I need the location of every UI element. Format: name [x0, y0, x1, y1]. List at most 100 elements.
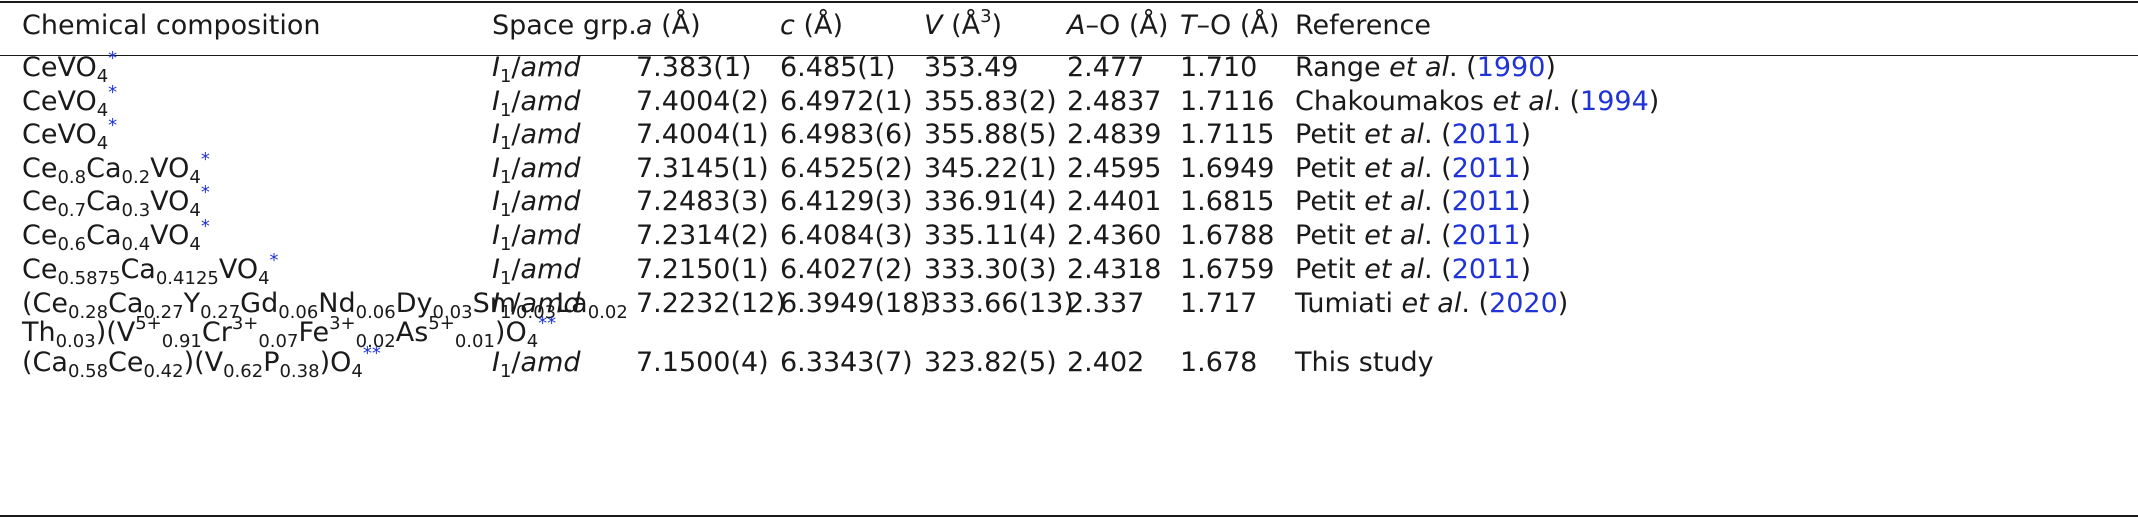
reference-year-link[interactable]: 2011 — [1451, 186, 1521, 217]
reference-punct: . ( — [1424, 220, 1452, 251]
formula-text: Ce — [22, 254, 58, 285]
c-cell: 6.4972(1) — [780, 86, 913, 118]
space-group-symbol: I — [492, 86, 500, 117]
ao-cell: 2.4837 — [1067, 86, 1161, 118]
space-group-subscript: 1 — [499, 200, 512, 221]
footnote-marker: ** — [538, 313, 557, 334]
reference-etal: et al — [1389, 52, 1449, 83]
a-value: 7.4004(1) — [636, 119, 769, 150]
reference-close: ) — [1520, 254, 1531, 285]
c-value: 6.485(1) — [780, 52, 896, 83]
c-value: 6.3949(18) — [780, 288, 930, 319]
volume-cell: 345.22(1) — [924, 153, 1057, 185]
formula-subscript: 4 — [526, 331, 539, 352]
footnote-marker: * — [108, 115, 118, 136]
volume-value: 353.49 — [924, 52, 1019, 83]
formula-subscript: 0.03 — [432, 302, 473, 323]
formula-subscript: 4 — [258, 268, 270, 289]
reference-year-link[interactable]: 2011 — [1451, 119, 1521, 150]
to-cell: 1.7115 — [1180, 119, 1274, 151]
formula-text: As — [395, 317, 429, 348]
space-group-symbol: I — [492, 119, 500, 150]
header-v-exponent: 3 — [980, 6, 992, 27]
reference-author: Petit — [1295, 186, 1365, 217]
volume-cell: 355.83(2) — [924, 86, 1057, 118]
c-cell: 6.4129(3) — [780, 186, 913, 218]
header-ao-rest: –O (Å) — [1085, 10, 1169, 41]
space-group-subscript: 1 — [499, 133, 512, 154]
to-value: 1.678 — [1180, 347, 1258, 378]
formula-subscript: 0.02 — [355, 331, 396, 352]
reference-year-link[interactable]: 1994 — [1580, 86, 1649, 117]
reference-author: Tumiati — [1295, 288, 1402, 319]
to-cell: 1.6759 — [1180, 254, 1274, 286]
reference-etal: et al — [1364, 254, 1425, 285]
space-group-cell: I1/amd — [492, 220, 581, 255]
footnote-marker: ** — [362, 343, 381, 364]
header-to-rest: –O (Å) — [1196, 10, 1280, 41]
formula-subscript: 0.3 — [121, 200, 151, 221]
reference-year-link[interactable]: 2011 — [1451, 153, 1521, 184]
a-value: 7.2232(12) — [636, 288, 786, 319]
formula-subscript: 0.02 — [587, 302, 628, 323]
reference-year-link[interactable]: 2011 — [1451, 254, 1521, 285]
space-group-symbol: I — [492, 220, 500, 251]
formula-text: CeVO — [22, 52, 97, 83]
formula-subscript: 0.27 — [143, 302, 184, 323]
to-value: 1.717 — [1180, 288, 1258, 319]
composition-cell: Ce0.8Ca0.2VO4* — [22, 151, 210, 188]
footnote-marker: * — [108, 82, 118, 103]
reference-etal: et al — [1364, 153, 1425, 184]
reference-cell: Range et al. (1990) — [1295, 52, 1556, 84]
space-group-suffix: amd — [520, 153, 581, 184]
space-group-slash: / — [511, 254, 521, 285]
ao-value: 2.4837 — [1067, 86, 1162, 117]
formula-text: Ce — [22, 186, 58, 217]
space-group-suffix: amd — [520, 347, 581, 378]
ao-cell: 2.337 — [1067, 288, 1144, 320]
space-group-slash: / — [511, 220, 521, 251]
volume-value: 335.11(4) — [924, 220, 1057, 251]
formula-subscript: 0.8 — [57, 167, 87, 188]
ao-cell: 2.477 — [1067, 52, 1144, 84]
a-value: 7.1500(4) — [636, 347, 769, 378]
formula-subscript: 0.06 — [278, 302, 319, 323]
a-cell: 7.2150(1) — [636, 254, 769, 286]
reference-cell: Tumiati et al. (2020) — [1295, 288, 1568, 320]
formula-subscript: 4 — [96, 133, 109, 154]
c-cell: 6.4027(2) — [780, 254, 913, 286]
ao-cell: 2.4318 — [1067, 254, 1161, 286]
reference-year-link[interactable]: 1990 — [1476, 52, 1546, 83]
reference-year-link[interactable]: 2011 — [1451, 220, 1521, 251]
footnote-marker: * — [108, 48, 118, 69]
reference-year-link[interactable]: 2020 — [1489, 288, 1558, 319]
formula-text: P — [263, 347, 280, 378]
header-composition-text: Chemical composition — [22, 10, 321, 41]
reference-cell: Petit et al. (2011) — [1295, 153, 1531, 185]
to-cell: 1.678 — [1180, 347, 1257, 379]
volume-cell: 333.30(3) — [924, 254, 1057, 286]
composition-cell: (Ca0.58Ce0.42)(V0.62P0.38)O4** — [22, 345, 381, 382]
space-group-cell: I1/amd — [492, 186, 581, 221]
volume-value: 323.82(5) — [924, 347, 1057, 378]
a-value: 7.4004(2) — [636, 86, 769, 117]
space-group-symbol: I — [492, 52, 500, 83]
header-v-close: ) — [991, 10, 1003, 41]
formula-subscript: 0.01 — [454, 331, 495, 352]
ao-value: 2.4401 — [1067, 186, 1162, 217]
ao-cell: 2.4401 — [1067, 186, 1161, 218]
a-value: 7.2150(1) — [636, 254, 769, 285]
space-group-suffix: amd — [520, 186, 581, 217]
formula-text: Ca — [120, 254, 156, 285]
reference-cell: Chakoumakos et al. (1994) — [1295, 86, 1659, 118]
reference-etal: et al — [1364, 186, 1425, 217]
space-group-subscript: 1 — [499, 234, 512, 255]
formula-subscript: 0.58 — [67, 361, 109, 382]
to-value: 1.6759 — [1180, 254, 1275, 285]
formula-text: Sm — [472, 288, 517, 319]
composition-cell: CeVO4* — [22, 84, 117, 120]
volume-value: 355.83(2) — [924, 86, 1057, 117]
formula-subscript: 0.03 — [516, 302, 557, 323]
reference-cell: This study — [1295, 347, 1434, 379]
space-group-slash: / — [511, 186, 521, 217]
